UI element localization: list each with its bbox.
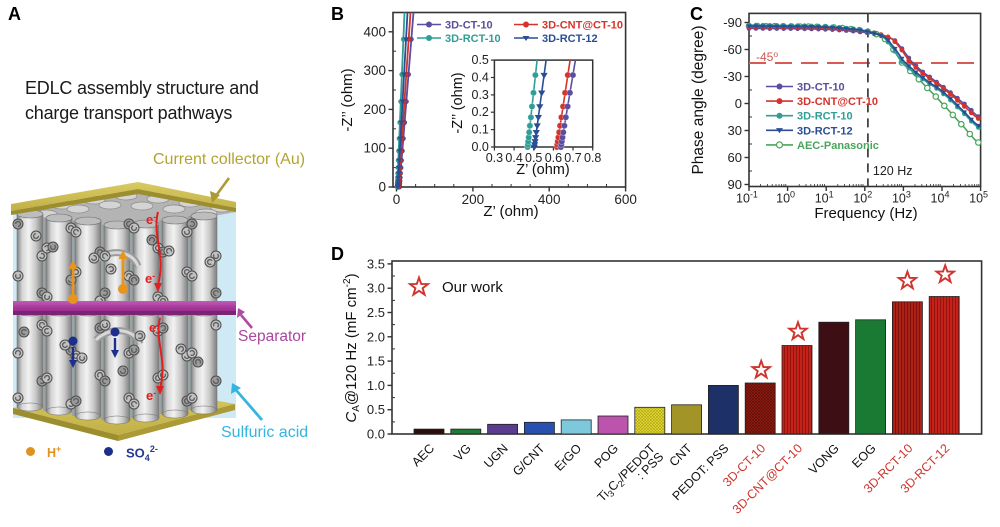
svg-text:3D-CT-10: 3D-CT-10	[445, 20, 493, 32]
svg-text:Frequency (Hz): Frequency (Hz)	[814, 205, 917, 222]
svg-text:120 Hz: 120 Hz	[873, 164, 913, 178]
svg-text:0.5: 0.5	[525, 151, 542, 165]
svg-text:VG: VG	[451, 441, 474, 464]
svg-text:0: 0	[393, 192, 401, 207]
svg-text:-90: -90	[723, 15, 742, 30]
svg-text:0.1: 0.1	[472, 123, 489, 137]
svg-text:0.3: 0.3	[486, 151, 503, 165]
svg-text:104: 104	[931, 190, 950, 206]
svg-text:90: 90	[728, 177, 742, 192]
svg-text:3.5: 3.5	[367, 256, 385, 271]
svg-text:3D-CNT@CT-10: 3D-CNT@CT-10	[797, 96, 878, 108]
svg-text:0.2: 0.2	[472, 105, 489, 119]
svg-text:103: 103	[892, 190, 911, 206]
svg-text:-Z’’ (ohm): -Z’’ (ohm)	[450, 72, 466, 133]
svg-text:Z’ (ohm): Z’ (ohm)	[483, 203, 538, 220]
svg-text:0.8: 0.8	[584, 151, 601, 165]
svg-text:105: 105	[969, 190, 988, 206]
svg-text:B: B	[331, 4, 344, 24]
svg-text:ErGO: ErGO	[552, 441, 585, 474]
svg-text:600: 600	[614, 192, 637, 207]
svg-text:3D-RCT-10: 3D-RCT-10	[797, 111, 853, 123]
svg-text:e-: e-	[149, 320, 159, 335]
svg-text:UGN: UGN	[481, 441, 511, 471]
svg-text:-Z’’ (ohm): -Z’’ (ohm)	[339, 68, 356, 131]
svg-text:101: 101	[815, 190, 834, 206]
svg-text:200: 200	[462, 192, 485, 207]
svg-text:200: 200	[363, 102, 386, 117]
svg-text:1.0: 1.0	[367, 378, 385, 393]
svg-text:0.0: 0.0	[367, 427, 385, 442]
svg-text:100: 100	[776, 190, 795, 206]
svg-text:2.5: 2.5	[367, 305, 385, 320]
svg-text:AEC-Panasonic: AEC-Panasonic	[797, 140, 879, 152]
svg-text:30: 30	[728, 123, 742, 138]
svg-text:3.0: 3.0	[367, 281, 385, 296]
svg-text:G/CNT: G/CNT	[510, 441, 548, 479]
svg-text:2.0: 2.0	[367, 329, 385, 344]
svg-text:EOG: EOG	[849, 441, 879, 471]
svg-text:CNT: CNT	[667, 441, 695, 469]
svg-text:D: D	[331, 244, 344, 264]
svg-text:0: 0	[378, 180, 386, 195]
svg-text:0.4: 0.4	[505, 151, 522, 165]
svg-text:0.7: 0.7	[564, 151, 581, 165]
svg-text:Z’ (ohm): Z’ (ohm)	[516, 162, 569, 178]
svg-text:1.5: 1.5	[367, 354, 385, 369]
svg-text:102: 102	[853, 190, 872, 206]
svg-text:Our work: Our work	[442, 279, 503, 296]
svg-text:e-: e-	[146, 388, 156, 403]
svg-text:-30: -30	[723, 69, 742, 84]
svg-text:POG: POG	[592, 441, 622, 471]
svg-text:3D-CNT@CT-10: 3D-CNT@CT-10	[542, 20, 623, 32]
svg-text:400: 400	[363, 24, 386, 39]
svg-text:3D-RCT-12: 3D-RCT-12	[542, 33, 598, 45]
svg-text:100: 100	[363, 141, 386, 156]
svg-text:3D-RCT-12: 3D-RCT-12	[797, 125, 853, 137]
svg-text:0.5: 0.5	[472, 53, 489, 67]
svg-text:CA@120 Hz (mF cm-2): CA@120 Hz (mF cm-2)	[342, 273, 362, 422]
svg-text:Phase angle (degree): Phase angle (degree)	[690, 25, 707, 174]
svg-text:60: 60	[728, 150, 742, 165]
svg-text:VONG: VONG	[806, 441, 842, 477]
svg-text:0.3: 0.3	[472, 88, 489, 102]
svg-text:0: 0	[735, 96, 742, 111]
svg-text:400: 400	[538, 192, 561, 207]
svg-text:-45o: -45o	[756, 49, 778, 64]
svg-text:0.6: 0.6	[545, 151, 562, 165]
svg-text:e-: e-	[146, 212, 156, 227]
svg-text:3D-CT-10: 3D-CT-10	[797, 82, 845, 94]
svg-text:A: A	[8, 4, 21, 24]
svg-text:C: C	[690, 4, 703, 24]
svg-text:AEC: AEC	[409, 441, 437, 469]
svg-text:e-: e-	[145, 271, 155, 286]
svg-text:0.5: 0.5	[367, 402, 385, 417]
svg-text:-60: -60	[723, 42, 742, 57]
svg-text:300: 300	[363, 63, 386, 78]
svg-text:3D-CNT@CT-10: 3D-CNT@CT-10	[730, 441, 805, 516]
svg-text:3D-RCT-10: 3D-RCT-10	[445, 33, 501, 45]
svg-text:0.0: 0.0	[472, 140, 489, 154]
svg-text:0.4: 0.4	[472, 71, 489, 85]
